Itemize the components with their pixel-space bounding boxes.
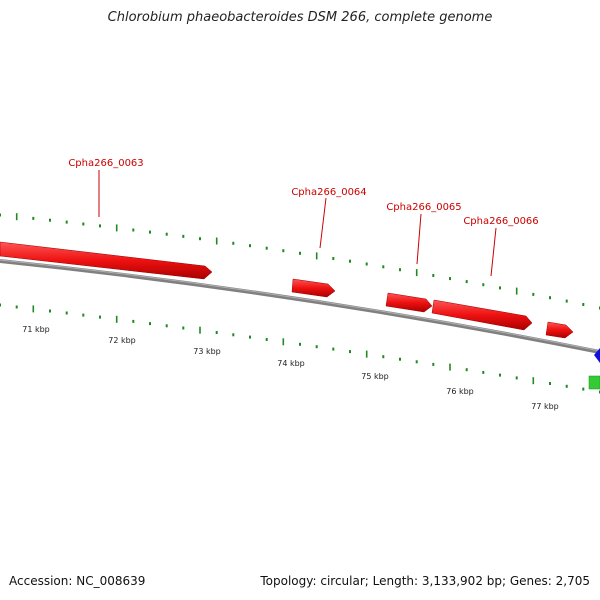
genome-backbone bbox=[0, 259, 600, 354]
gene-label-0063: Cpha266_0063 bbox=[68, 158, 143, 169]
green-feature-box[interactable] bbox=[588, 375, 600, 390]
topology-text: Topology: circular; Length: 3,133,902 bp… bbox=[260, 574, 590, 588]
scale-label-76: 76 kbp bbox=[446, 387, 474, 396]
lower-tick-track bbox=[0, 303, 600, 394]
genome-backbone-highlight bbox=[0, 259, 600, 352]
blue-feature-arrow[interactable] bbox=[594, 348, 600, 363]
scale-label-74: 74 kbp bbox=[277, 359, 305, 368]
gene-label-0066: Cpha266_0066 bbox=[463, 216, 538, 227]
scale-label-73: 73 kbp bbox=[193, 347, 221, 356]
gene-arrow-0064[interactable] bbox=[291, 278, 336, 298]
gene-label-0064: Cpha266_0064 bbox=[291, 187, 366, 198]
scale-label-75: 75 kbp bbox=[361, 372, 389, 381]
scale-label-71: 71 kbp bbox=[22, 325, 50, 334]
leader-line-0064 bbox=[319, 197, 327, 249]
accession-text: Accession: NC_008639 bbox=[9, 574, 146, 588]
gene-arrow-0063[interactable] bbox=[0, 241, 213, 280]
gene-arrow-0065[interactable] bbox=[385, 292, 433, 313]
leader-line-0066 bbox=[490, 227, 497, 277]
scale-label-72: 72 kbp bbox=[108, 336, 136, 345]
leader-line-0065 bbox=[416, 213, 422, 265]
gene-arrow-unlabeled[interactable] bbox=[545, 321, 574, 339]
upper-tick-track bbox=[0, 213, 600, 310]
gene-label-0065: Cpha266_0065 bbox=[386, 202, 461, 213]
scale-label-77: 77 kbp bbox=[531, 402, 559, 411]
map-title: Chlorobium phaeobacteroides DSM 266, com… bbox=[107, 10, 493, 25]
gene-arrow-0066[interactable] bbox=[431, 299, 533, 331]
